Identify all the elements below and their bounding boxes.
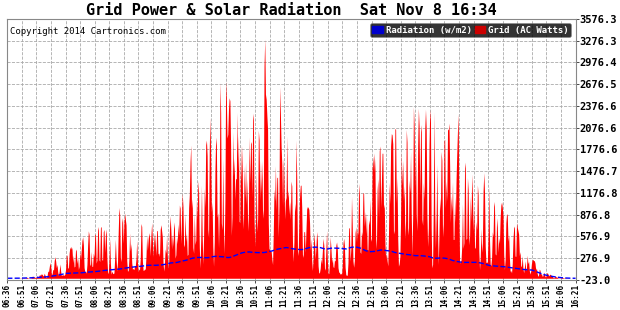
Legend: Radiation (w/m2), Grid (AC Watts): Radiation (w/m2), Grid (AC Watts) (370, 24, 571, 37)
Text: Copyright 2014 Cartronics.com: Copyright 2014 Cartronics.com (10, 27, 166, 36)
Title: Grid Power & Solar Radiation  Sat Nov 8 16:34: Grid Power & Solar Radiation Sat Nov 8 1… (86, 3, 497, 18)
